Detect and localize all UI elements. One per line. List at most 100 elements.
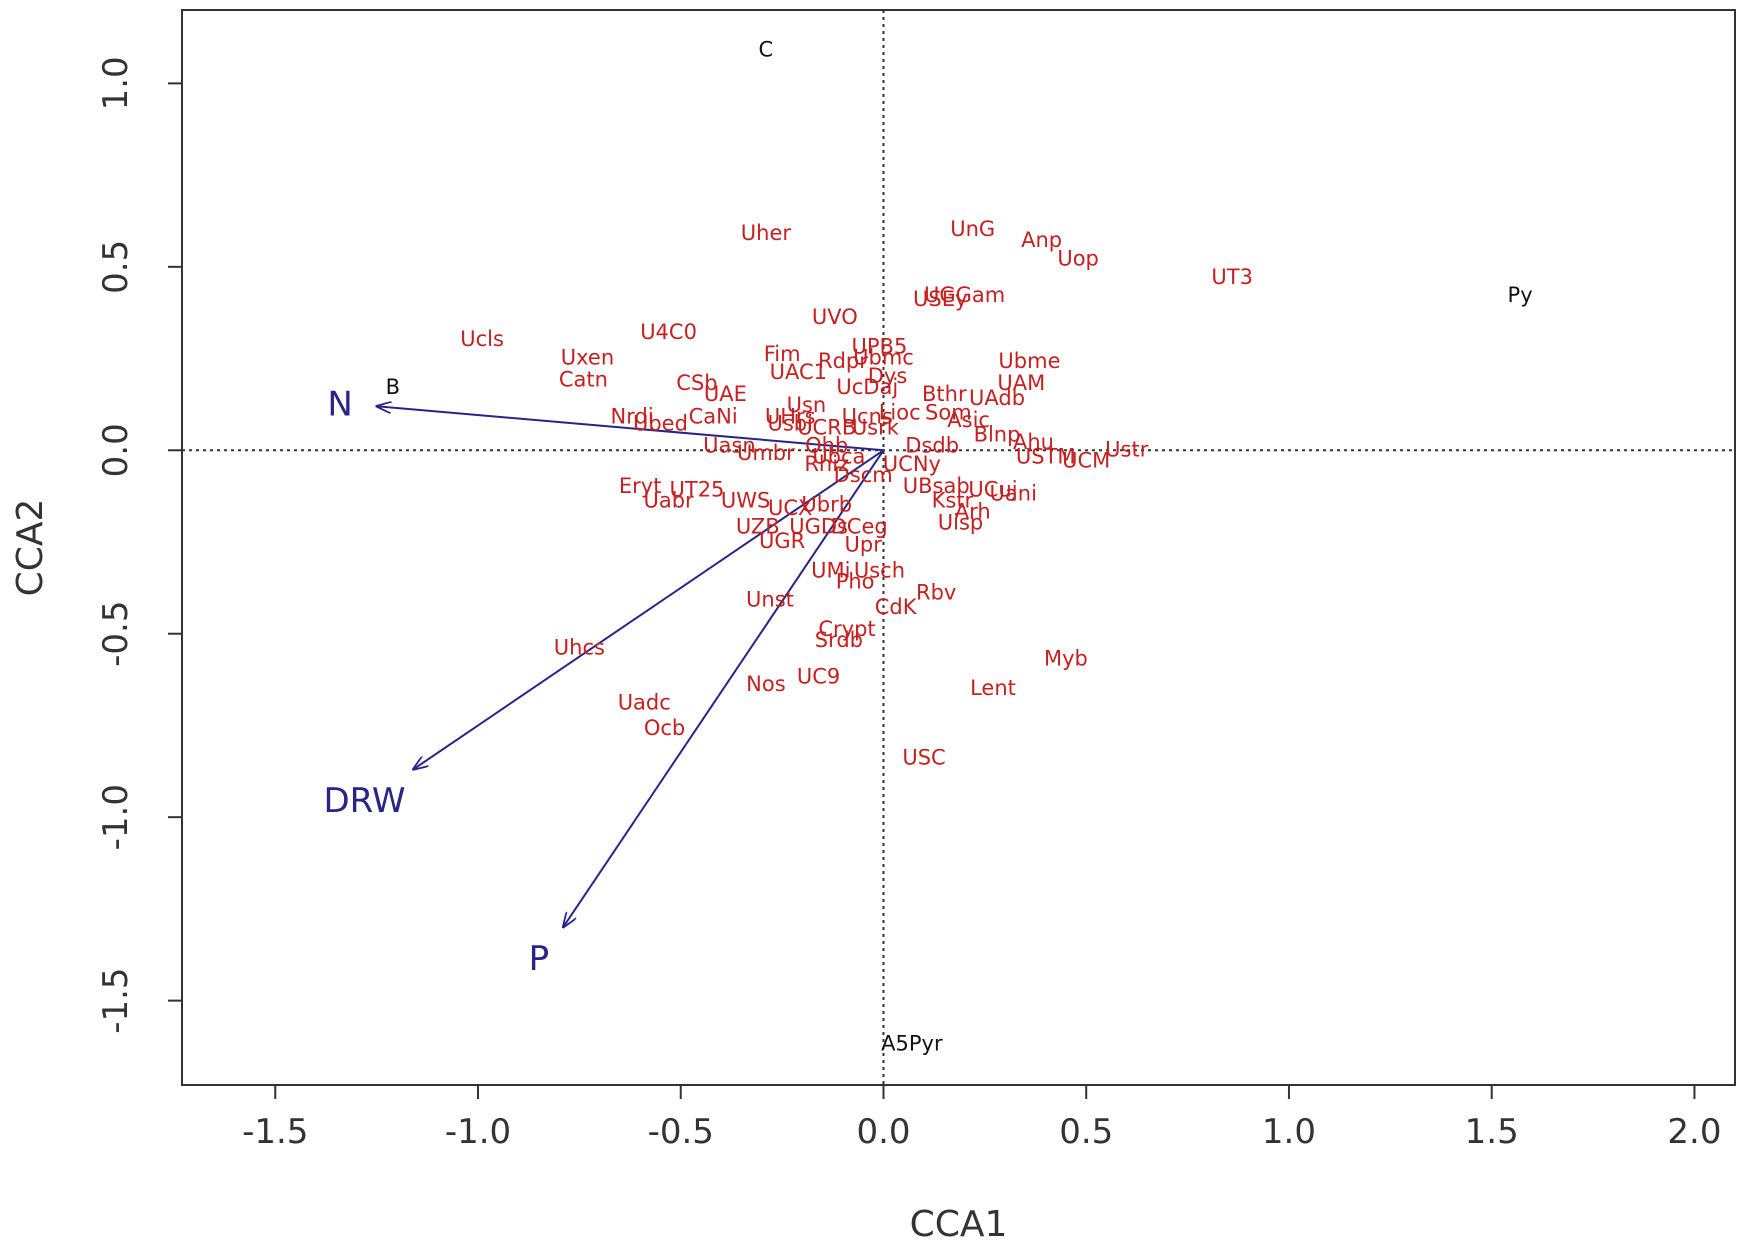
x-tick-label: 0.0 bbox=[856, 1112, 910, 1152]
y-tick-label: 0.5 bbox=[96, 240, 136, 294]
species-label: UBsab bbox=[903, 474, 970, 498]
species-label: Ahu bbox=[1013, 430, 1054, 454]
species-label: Anp bbox=[1021, 228, 1062, 252]
species-label: Fim bbox=[764, 342, 801, 366]
species-label: Uisp bbox=[938, 511, 983, 535]
site-label: A5Pyr bbox=[881, 1032, 943, 1056]
species-label: UCM bbox=[1062, 448, 1110, 472]
y-tick-label: -1.5 bbox=[96, 967, 136, 1033]
env-label-drw: DRW bbox=[323, 781, 405, 821]
species-label: Ucls bbox=[460, 327, 504, 351]
species-label: Crypt bbox=[818, 617, 875, 641]
y-tick-label: -1.0 bbox=[96, 784, 136, 850]
env-label-p: P bbox=[529, 939, 550, 979]
species-label: Ucns bbox=[842, 404, 893, 428]
x-axis-title: CCA1 bbox=[910, 1204, 1008, 1245]
species-label: Usn bbox=[787, 393, 827, 417]
species-label: Myb bbox=[1044, 646, 1088, 670]
species-label: Rbv bbox=[916, 580, 956, 604]
species-label: CSb bbox=[676, 371, 717, 395]
reference-lines bbox=[182, 10, 1735, 1085]
species-label: USTM bbox=[1016, 445, 1076, 469]
species-label: UGGam bbox=[924, 283, 1005, 307]
species-label: UZB bbox=[736, 514, 780, 538]
species-label: UVO bbox=[812, 305, 858, 329]
y-tick-label: 1.0 bbox=[96, 56, 136, 110]
x-tick-label: 1.0 bbox=[1262, 1112, 1316, 1152]
species-label: USEy bbox=[913, 287, 967, 311]
species-label: Usbi bbox=[767, 412, 812, 436]
species-label: Ocb bbox=[644, 716, 685, 740]
species-label: Unst bbox=[746, 588, 794, 612]
species-label: Ubca bbox=[812, 445, 865, 469]
env-arrow-drw bbox=[413, 449, 885, 769]
species-label: UMi bbox=[811, 558, 850, 582]
species-label: UGR bbox=[759, 529, 805, 553]
species-label: UHrs bbox=[765, 404, 816, 428]
species-label: Blnp bbox=[974, 423, 1021, 447]
species-label: UCRB bbox=[797, 415, 856, 439]
species-label: Uhcs bbox=[554, 635, 605, 659]
species-label: Lent bbox=[970, 676, 1016, 700]
species-label: Ustr bbox=[1105, 437, 1149, 461]
axis-ticks: -1.5 -1.0 -0.5 0.0 0.5 1.0 1.5 2.0 1.0 0.5 0.0 -0.5… bbox=[96, 56, 1721, 1152]
species-label: Ohb bbox=[805, 434, 848, 458]
species-label: Asic bbox=[947, 408, 990, 432]
species-label: DCeg bbox=[831, 514, 888, 538]
species-label: Rdpr bbox=[818, 349, 868, 373]
species-label: Pho bbox=[836, 569, 875, 593]
y-tick-label: 0.0 bbox=[96, 423, 136, 477]
species-label: UCuj bbox=[968, 478, 1017, 502]
species-label: UAdb bbox=[969, 386, 1025, 410]
env-arrow-n bbox=[377, 406, 884, 452]
site-scores: C B Py A5Pyr bbox=[386, 37, 1533, 1055]
species-label: CdK bbox=[875, 595, 918, 619]
species-label: Som bbox=[925, 401, 972, 425]
axes bbox=[181, 9, 1736, 1086]
species-label: Nos bbox=[746, 672, 786, 696]
y-tick-label: -0.5 bbox=[96, 601, 136, 667]
x-tick-label: 2.0 bbox=[1667, 1112, 1721, 1152]
x-tick-label: -0.5 bbox=[648, 1112, 714, 1152]
species-label: Kstr bbox=[932, 489, 974, 513]
species-label: Ubed bbox=[633, 412, 688, 436]
species-label: Uabr bbox=[643, 489, 694, 513]
species-label: Nrdi bbox=[611, 404, 654, 428]
x-tick-label: -1.5 bbox=[242, 1112, 308, 1152]
species-label: Dsdb bbox=[905, 434, 959, 458]
species-label: Dscm bbox=[834, 463, 893, 487]
species-label: Upr bbox=[845, 533, 883, 557]
species-label: Usch bbox=[854, 558, 905, 582]
species-label: Uadc bbox=[618, 690, 671, 714]
site-label: B bbox=[386, 375, 400, 399]
species-label: Arh bbox=[955, 500, 991, 524]
species-label: UWS bbox=[721, 489, 770, 513]
species-label: Ubrb bbox=[801, 492, 852, 516]
species-label: U4C0 bbox=[640, 320, 697, 344]
species-label: UPB5 bbox=[852, 335, 908, 359]
species-label: Dys bbox=[868, 364, 908, 388]
species-label: Eryt bbox=[619, 474, 662, 498]
species-label: Rhiz bbox=[804, 452, 849, 476]
species-label: UGDs bbox=[789, 514, 848, 538]
x-tick-label: -1.0 bbox=[445, 1112, 511, 1152]
species-label: Bthr bbox=[922, 382, 967, 406]
species-label: UCNy bbox=[883, 452, 941, 476]
site-label: Py bbox=[1508, 283, 1533, 307]
species-label: Ubmc bbox=[853, 346, 914, 370]
species-label: CaNi bbox=[689, 404, 738, 428]
species-label: UAC1 bbox=[770, 360, 827, 384]
species-label: Uasn bbox=[703, 434, 756, 458]
environmental-vectors: N DRW P bbox=[323, 385, 885, 979]
species-label: Umbr bbox=[737, 441, 795, 465]
env-label-n: N bbox=[327, 385, 352, 425]
env-arrow-p bbox=[563, 449, 885, 927]
y-axis-title: CCA2 bbox=[10, 499, 51, 597]
species-label: UnG bbox=[950, 217, 995, 241]
species-label: Uani bbox=[990, 481, 1037, 505]
species-label: UC9 bbox=[797, 665, 840, 689]
species-label: Uxen bbox=[561, 346, 614, 370]
species-label: UcDaj bbox=[836, 375, 898, 399]
